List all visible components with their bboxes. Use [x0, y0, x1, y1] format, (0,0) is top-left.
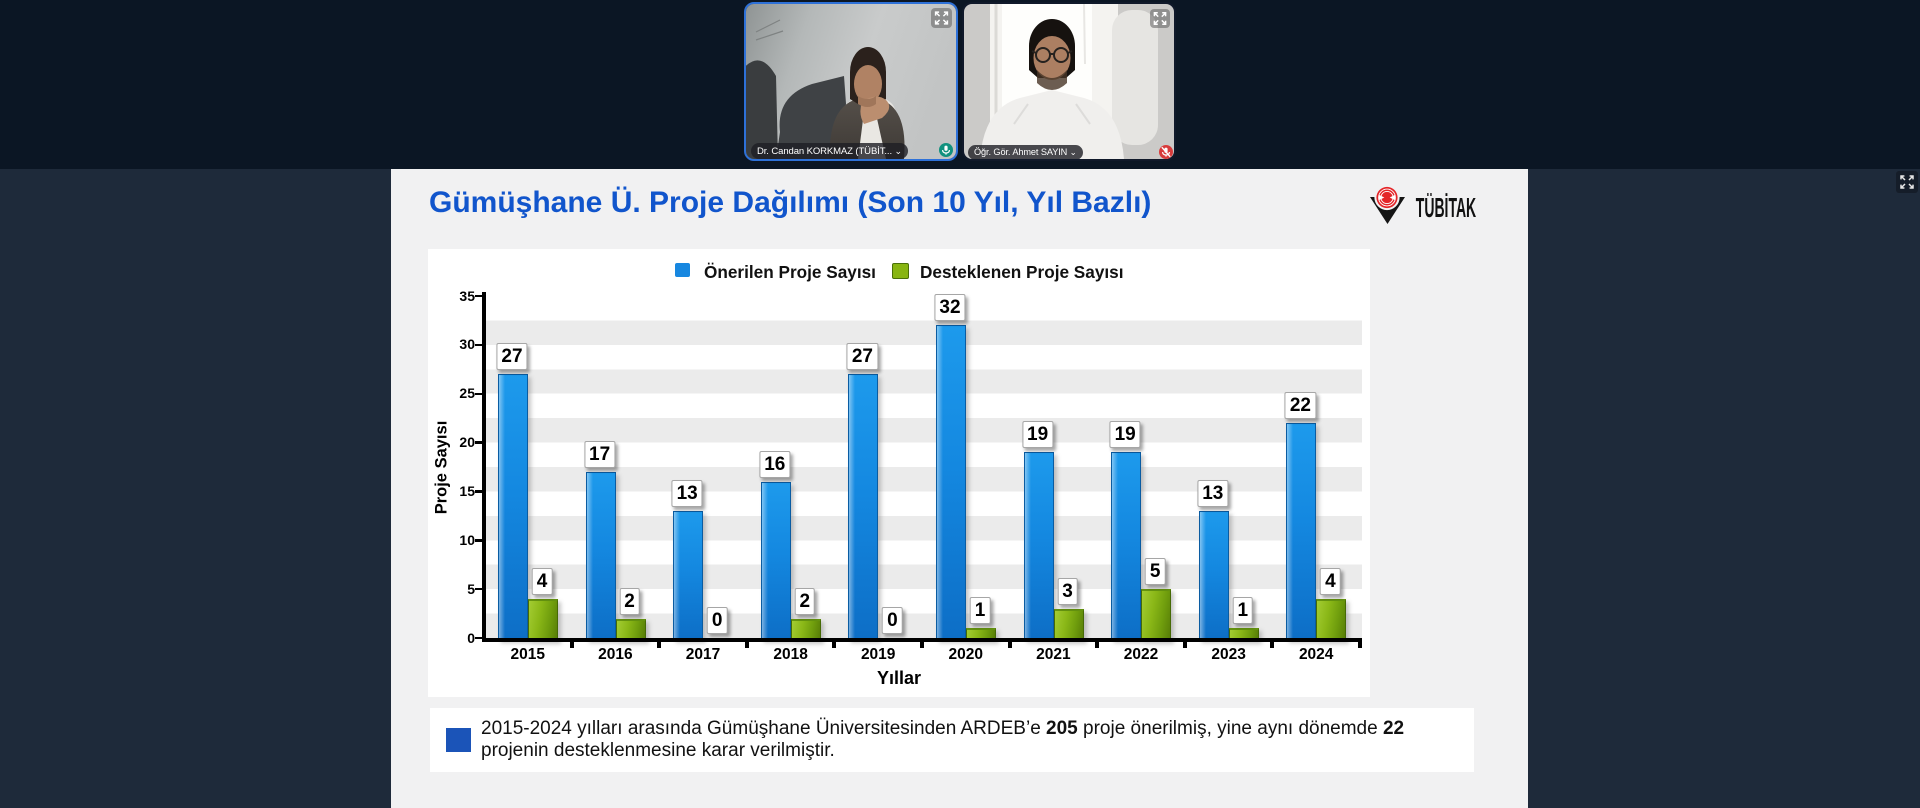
- svg-text:TÜBİTAK: TÜBİTAK: [1416, 192, 1476, 224]
